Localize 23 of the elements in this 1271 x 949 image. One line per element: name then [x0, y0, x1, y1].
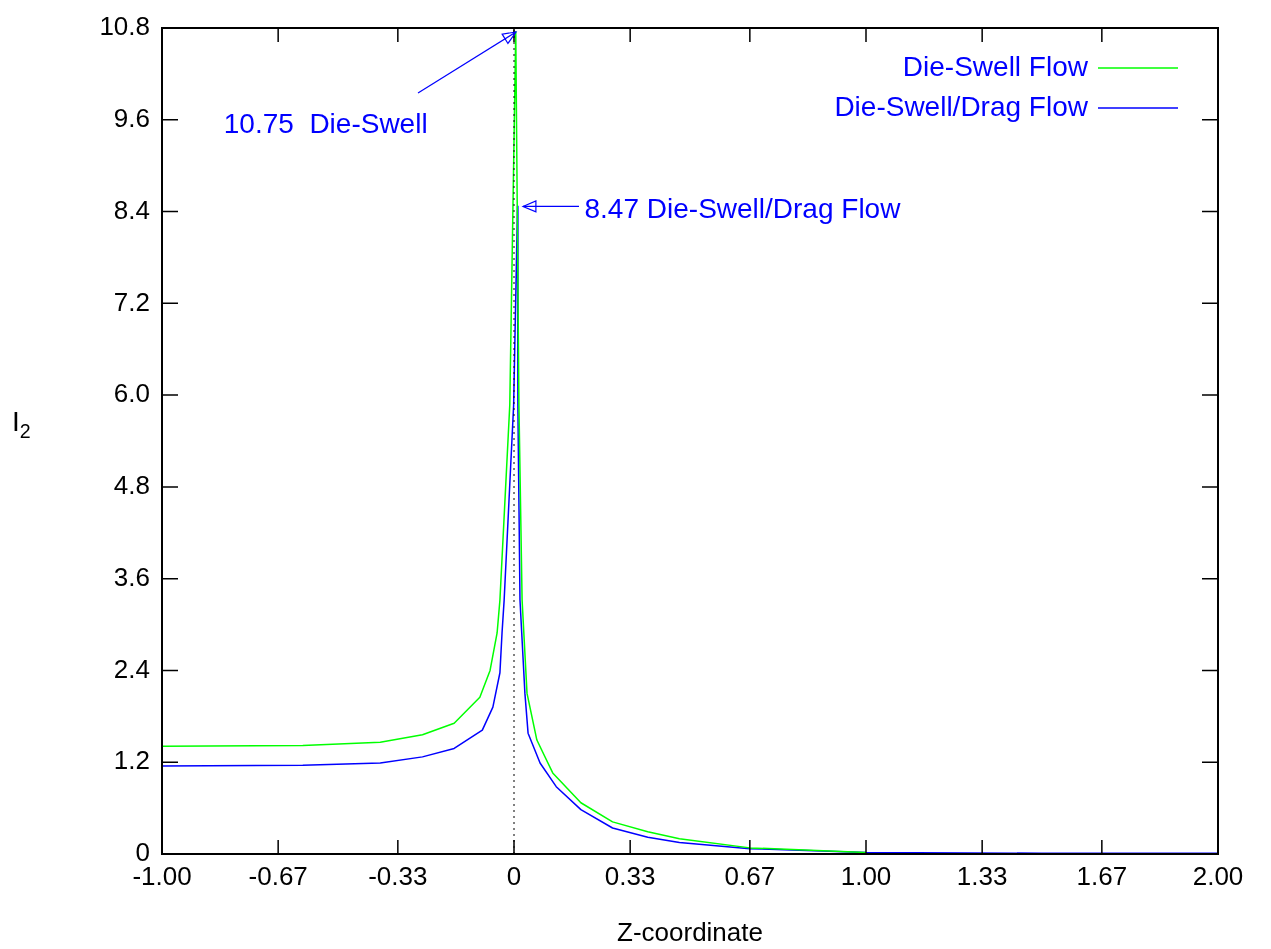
x-tick-label: 2.00: [1192, 860, 1244, 891]
x-tick-label: -0.67: [248, 860, 308, 891]
y-tick-label: 10.8: [99, 11, 150, 42]
x-tick-label: 1.67: [1076, 860, 1128, 891]
x-tick-label: 0.67: [724, 860, 776, 891]
y-tick-label: 1.2: [113, 745, 150, 776]
x-tick-label: 1.33: [956, 860, 1008, 891]
legend-label: Die-Swell Flow: [902, 50, 1089, 82]
x-tick-label: -0.33: [368, 860, 428, 891]
y-tick-label: 9.6: [113, 102, 150, 133]
annotation: 8.47 Die-Swell/Drag Flow: [584, 192, 902, 224]
y-tick-label: 6.0: [113, 378, 150, 409]
x-tick-label: 0.33: [604, 860, 656, 891]
y-tick-label: 2.4: [113, 653, 150, 684]
y-tick-label: 8.4: [113, 194, 150, 225]
legend-label: Die-Swell/Drag Flow: [834, 90, 1089, 122]
y-tick-label: 3.6: [113, 561, 150, 592]
y-tick-label: 4.8: [113, 470, 150, 501]
x-tick-label: 1.00: [840, 860, 892, 891]
x-axis-title: Z-coordinate: [617, 916, 763, 947]
annotation: 10.75 Die-Swell: [223, 107, 428, 139]
y-tick-label: 7.2: [113, 286, 150, 317]
x-tick-label: 0: [506, 860, 522, 891]
